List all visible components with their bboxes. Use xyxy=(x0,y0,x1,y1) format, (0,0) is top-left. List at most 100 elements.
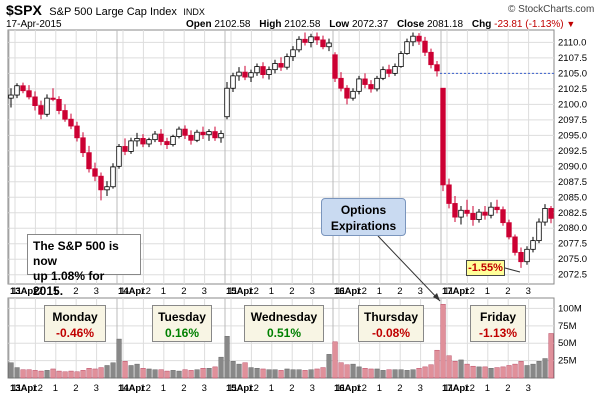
candle-body xyxy=(206,131,212,136)
price-tick-label: 2080.0 xyxy=(558,223,587,234)
high-label: High xyxy=(259,19,282,30)
callout-arrow xyxy=(377,235,441,302)
volume-bar xyxy=(464,363,470,379)
x-tick-label: 2 xyxy=(181,286,186,297)
x-tick-label: 11 xyxy=(444,286,454,297)
day-box-friday: Friday -1.13% xyxy=(470,305,526,342)
candle-body xyxy=(98,175,104,191)
x-tick-label: 1 xyxy=(269,286,274,297)
candle-body xyxy=(272,63,278,71)
volume-bar xyxy=(170,370,176,379)
x-tick-label: 3 xyxy=(202,383,207,394)
x-tick-label: 14Apr xyxy=(118,383,145,394)
price-tick-label: 2085.0 xyxy=(558,192,587,203)
low-label: Low xyxy=(329,19,350,30)
volume-bar xyxy=(80,370,86,379)
candle-body xyxy=(128,140,134,152)
price-tick-label: 2077.5 xyxy=(558,239,587,250)
candle-body xyxy=(170,136,176,146)
candle-body xyxy=(284,56,290,68)
x-tick-label: 3 xyxy=(526,383,531,394)
day-box-tuesday: Tuesday 0.16% xyxy=(152,305,212,342)
candle-body xyxy=(392,66,398,74)
x-tick-label: 11 xyxy=(336,383,346,394)
day-name: Wednesday xyxy=(250,310,318,324)
candle-body xyxy=(386,69,392,74)
candle-body xyxy=(176,128,182,137)
price-tick-label: 2087.5 xyxy=(558,177,587,188)
volume-bar xyxy=(272,369,278,379)
candle-body xyxy=(38,105,44,115)
volume-bar xyxy=(188,370,194,379)
volume-bar xyxy=(104,365,110,379)
x-tick-label: 12 xyxy=(248,286,259,297)
candle-body xyxy=(146,139,152,145)
candle-body xyxy=(326,42,332,48)
candle-body xyxy=(398,53,404,67)
candle-body xyxy=(320,39,326,48)
volume-bar xyxy=(302,370,308,379)
candle-body xyxy=(512,236,518,253)
day-name: Thursday xyxy=(363,310,418,324)
volume-bar xyxy=(290,369,296,379)
volume-bar xyxy=(20,369,26,379)
x-tick-label: 11 xyxy=(336,286,346,297)
volume-bar xyxy=(350,363,356,379)
open-label: Open xyxy=(186,19,212,30)
candle-body xyxy=(20,85,26,92)
ytd-note: The S&P 500 is now up 1.08% for 2015. xyxy=(27,234,141,298)
candle-body xyxy=(404,41,410,54)
candle-body xyxy=(134,138,140,142)
volume-bar xyxy=(494,367,500,379)
x-tick-label: 1 xyxy=(377,383,382,394)
volume-bar xyxy=(62,371,68,379)
x-tick-label: 12 xyxy=(356,383,367,394)
x-tick-label: 3 xyxy=(526,286,531,297)
candle-body xyxy=(440,87,446,186)
volume-bar xyxy=(338,362,344,379)
volume-bar xyxy=(326,354,332,379)
volume-bar xyxy=(266,369,272,379)
volume-bar xyxy=(452,361,458,379)
close-label: Close xyxy=(396,19,425,30)
price-tick-label: 2105.0 xyxy=(558,68,587,79)
volume-bar xyxy=(152,369,158,379)
candle-body xyxy=(278,63,284,68)
volume-tick-label: 100M xyxy=(558,303,582,314)
volume-bar xyxy=(218,356,224,379)
volume-bar xyxy=(254,368,260,379)
volume-bar xyxy=(50,368,56,379)
candle-body xyxy=(56,98,62,111)
volume-bar xyxy=(506,365,512,379)
volume-bar xyxy=(380,370,386,379)
volume-bar xyxy=(488,368,494,379)
x-tick-label: 13Apr xyxy=(10,286,37,297)
volume-bar xyxy=(386,369,392,379)
day-change: 0.16% xyxy=(164,326,200,340)
day-name: Monday xyxy=(52,310,98,324)
volume-bar xyxy=(26,369,32,379)
candle-body xyxy=(500,209,506,224)
x-tick-label: 11 xyxy=(12,286,22,297)
candle-body xyxy=(548,208,554,219)
volume-bar xyxy=(278,370,284,379)
price-axis: 2072.5 2075.0 2077.5 2080.0 2082.5 2085.0 2087… xyxy=(558,37,587,280)
x-tick-label: 3 xyxy=(310,286,315,297)
x-tick-label: 3 xyxy=(418,286,423,297)
volume-bar xyxy=(134,363,140,379)
quote-date: 17-Apr-2015 xyxy=(6,19,62,30)
candle-body xyxy=(116,146,122,167)
volume-tick-label: 75M xyxy=(558,321,577,332)
volume-bar xyxy=(146,368,152,379)
x-tick-label: 11 xyxy=(12,383,22,394)
day-change: -1.13% xyxy=(478,326,518,340)
candle-body xyxy=(536,221,542,242)
candle-body xyxy=(32,96,38,106)
volume-bar xyxy=(194,369,200,379)
x-tick-label: 3 xyxy=(94,286,99,297)
candle-body xyxy=(518,252,524,263)
candle-body xyxy=(422,40,428,53)
x-tick-label: 11 xyxy=(228,286,238,297)
volume-bar xyxy=(56,370,62,379)
candle-body xyxy=(50,97,56,100)
